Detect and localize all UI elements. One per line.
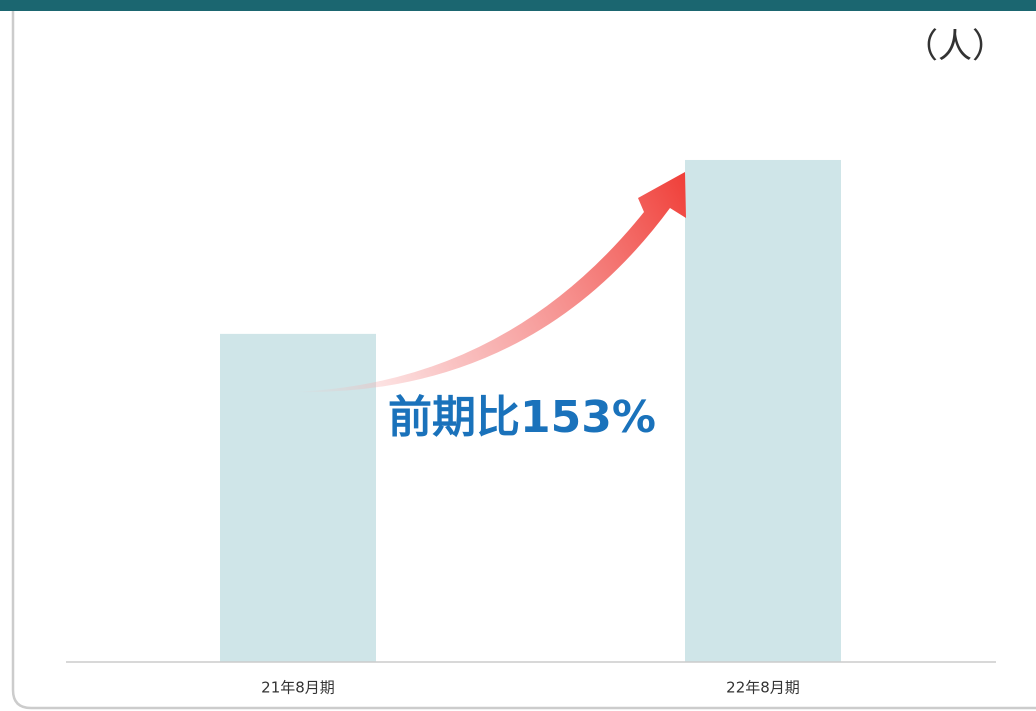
header-bar bbox=[0, 0, 1036, 11]
x-tick-label: 21年8月期 bbox=[261, 679, 335, 697]
bar bbox=[220, 333, 376, 662]
growth-arrow bbox=[290, 172, 686, 393]
annotation: 前期比153% bbox=[388, 392, 656, 443]
card-border bbox=[11, 11, 1036, 710]
bar bbox=[685, 159, 841, 662]
x-tick-label: 22年8月期 bbox=[726, 679, 800, 697]
unit-label: （人） bbox=[904, 27, 1006, 67]
